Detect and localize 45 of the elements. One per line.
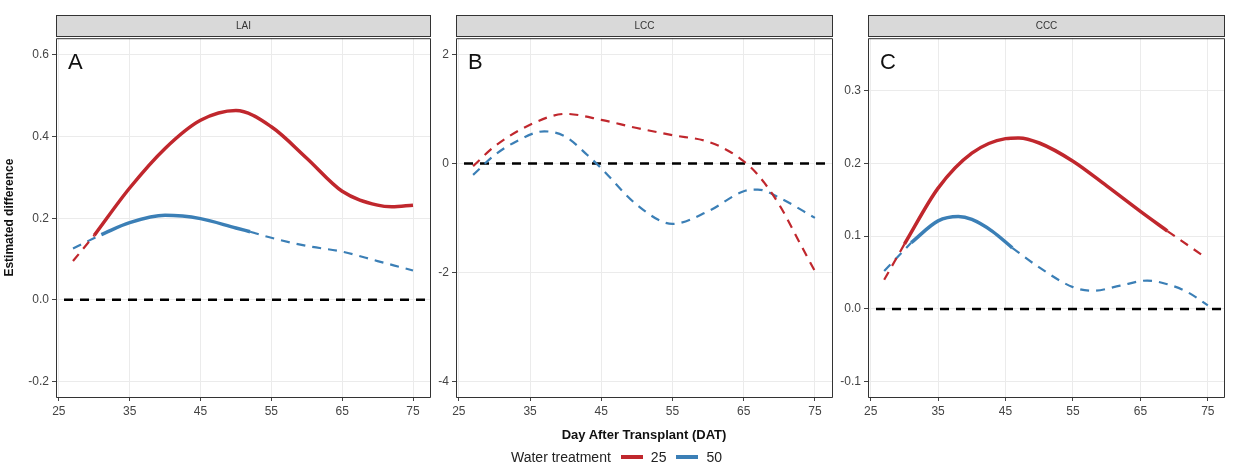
y-tick-label: 0.3: [844, 82, 862, 97]
line-series: [471, 112, 817, 273]
x-tick-label: 35: [122, 403, 137, 418]
chart-title: CCC: [868, 15, 1225, 37]
x-tick-label: 35: [931, 403, 946, 418]
annotation: C: [880, 49, 896, 75]
y-tick-label: 0.2: [844, 155, 862, 170]
y-tick-label: -4: [438, 373, 450, 388]
y-tick-label: 0.0: [844, 301, 862, 316]
x-tick-label: 75: [808, 403, 822, 418]
x-tick-label: 35: [523, 403, 538, 418]
x-tick-label: 55: [264, 403, 279, 418]
y-tick-label: 0.4: [32, 128, 50, 143]
x-tick-label: 75: [1201, 403, 1215, 418]
x-tick-label: 55: [665, 403, 680, 418]
y-axis-title: Estimated difference: [1, 158, 16, 277]
x-tick-label: 65: [335, 403, 350, 418]
x-tick-label: 45: [998, 403, 1013, 418]
y-tick-label: 0.0: [32, 292, 50, 307]
y-tick-label: -0.1: [840, 374, 862, 389]
legend-label: 50: [706, 449, 722, 466]
x-tick-label: 65: [1133, 403, 1148, 418]
y-tick-label: 0.2: [32, 210, 50, 225]
line-series: [471, 130, 817, 225]
x-tick-label: 25: [452, 403, 466, 418]
legend-label: 25: [650, 449, 667, 466]
x-axis-title: Day After Transplant (DAT): [561, 426, 727, 442]
legend-title: Water treatment: [510, 449, 611, 466]
x-tick-label: 25: [52, 403, 66, 418]
x-tick-label: 65: [737, 403, 751, 418]
y-tick-label: 2: [442, 46, 450, 61]
annotation: A: [68, 49, 83, 75]
chart-title: LAI: [56, 15, 431, 37]
y-tick-label: -0.2: [28, 373, 50, 388]
y-tick-label: 0.6: [32, 47, 50, 62]
x-tick-label: 55: [1066, 403, 1080, 418]
y-tick-label: 0.1: [844, 228, 862, 243]
y-tick-label: 0: [442, 155, 450, 170]
x-tick-label: 75: [406, 403, 420, 418]
x-tick-label: 45: [193, 403, 208, 418]
y-tick-label: -2: [438, 264, 450, 279]
chart-title: LCC: [456, 15, 833, 37]
x-tick-label: 45: [594, 403, 609, 418]
x-tick-label: 25: [864, 403, 878, 418]
annotation: B: [468, 49, 483, 75]
